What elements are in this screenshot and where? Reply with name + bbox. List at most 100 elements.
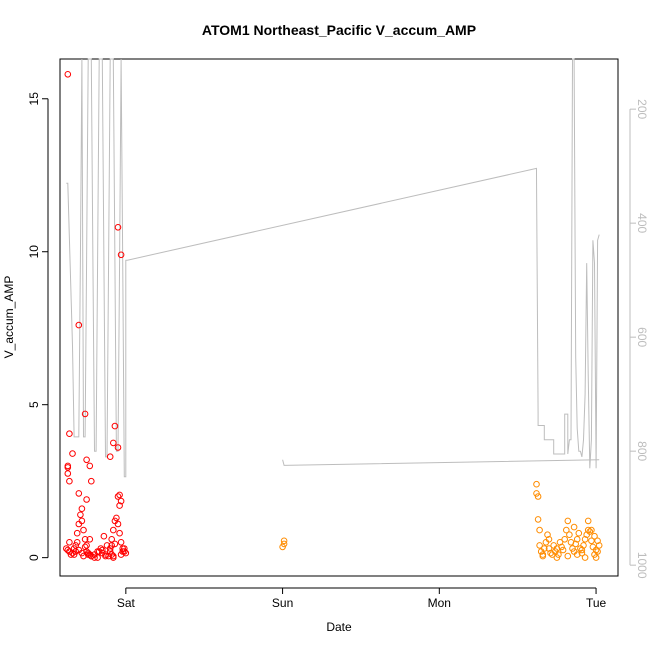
data-point [545, 545, 553, 552]
data-point [83, 542, 90, 549]
data-point [83, 496, 90, 503]
data-point [591, 532, 598, 540]
data-point [77, 511, 84, 519]
data-point [78, 517, 86, 525]
x-tick-label: Sat [117, 596, 136, 610]
data-point [575, 529, 583, 537]
data-point [116, 529, 123, 537]
points-layer [63, 71, 603, 561]
depth-line-segment [282, 459, 600, 466]
x-tick-label: Mon [428, 596, 451, 610]
depth-line-layer [66, 58, 600, 478]
x-tick-label: Tue [586, 596, 607, 610]
right-tick-label: 200 [635, 99, 649, 119]
data-point [564, 552, 572, 560]
data-point [113, 514, 120, 522]
data-point [595, 542, 603, 549]
data-point [534, 516, 542, 523]
data-point [81, 543, 89, 551]
data-point [78, 549, 86, 557]
data-point [94, 554, 101, 561]
data-point [573, 551, 581, 558]
data-point [592, 554, 600, 561]
data-point [66, 477, 73, 485]
data-point [66, 539, 73, 546]
data-point [78, 505, 86, 513]
data-point [70, 551, 78, 558]
data-point [86, 536, 94, 543]
data-point [111, 540, 119, 548]
data-point [536, 542, 543, 549]
data-point [580, 542, 587, 549]
axes-layer: 0 5 10 15 Sat Sun Mon Tue 200 400 600 800 1000 [27, 92, 649, 610]
data-point [578, 549, 586, 557]
data-point [572, 540, 580, 548]
data-point [116, 491, 123, 499]
data-point [108, 536, 115, 543]
y-tick-label: 15 [27, 92, 41, 106]
data-point [114, 493, 122, 500]
data-point [114, 224, 122, 231]
x-axis-label: Date [326, 620, 352, 634]
data-point [66, 548, 73, 555]
data-point [75, 490, 83, 497]
data-point [69, 549, 76, 557]
chart-title: ATOM1 Northeast_Pacific V_accum_AMP [202, 22, 476, 38]
data-point [563, 526, 570, 534]
data-point [545, 536, 553, 543]
data-point [64, 546, 72, 554]
data-point [86, 551, 94, 558]
data-point [88, 477, 95, 485]
data-point [584, 517, 592, 525]
y-tick-label: 0 [27, 554, 41, 561]
data-point [110, 526, 117, 534]
data-point [117, 539, 125, 546]
data-point [561, 536, 569, 543]
data-point [584, 526, 592, 534]
data-point [108, 542, 115, 549]
data-point [533, 480, 540, 488]
y-tick-label: 10 [27, 245, 41, 259]
data-point [86, 462, 94, 470]
x-tick-label: Sun [272, 596, 293, 610]
data-point [81, 410, 89, 418]
data-point [73, 539, 81, 546]
data-point [67, 551, 75, 558]
data-point [75, 321, 83, 329]
data-point [556, 539, 564, 546]
data-point [91, 554, 98, 561]
data-point [533, 490, 540, 497]
data-point [108, 551, 115, 558]
data-point [573, 536, 581, 543]
data-point [122, 549, 130, 557]
data-point [106, 453, 114, 461]
data-point [88, 552, 95, 560]
y-tick-label: 5 [27, 401, 41, 408]
data-point [64, 470, 72, 477]
data-point [64, 464, 72, 471]
data-point [119, 548, 126, 555]
data-point [105, 552, 112, 560]
data-point [553, 554, 561, 561]
data-point [594, 537, 601, 545]
y-axis-label: V_accum_AMP [2, 276, 16, 359]
data-point [117, 251, 125, 259]
right-tick-label: 600 [635, 327, 649, 347]
data-point [73, 529, 81, 537]
right-tick-label: 800 [635, 441, 649, 461]
data-point [83, 456, 90, 464]
data-point [536, 526, 543, 534]
data-point [566, 531, 573, 539]
data-point [103, 542, 111, 549]
data-point [539, 552, 547, 560]
data-point [588, 526, 595, 534]
data-point [75, 520, 83, 528]
data-point [72, 548, 79, 555]
data-point [95, 548, 103, 555]
data-point [544, 531, 551, 539]
data-point [578, 546, 586, 554]
data-point [280, 537, 288, 545]
data-point [592, 546, 600, 554]
plot-frame [59, 58, 619, 577]
data-point [100, 532, 108, 540]
